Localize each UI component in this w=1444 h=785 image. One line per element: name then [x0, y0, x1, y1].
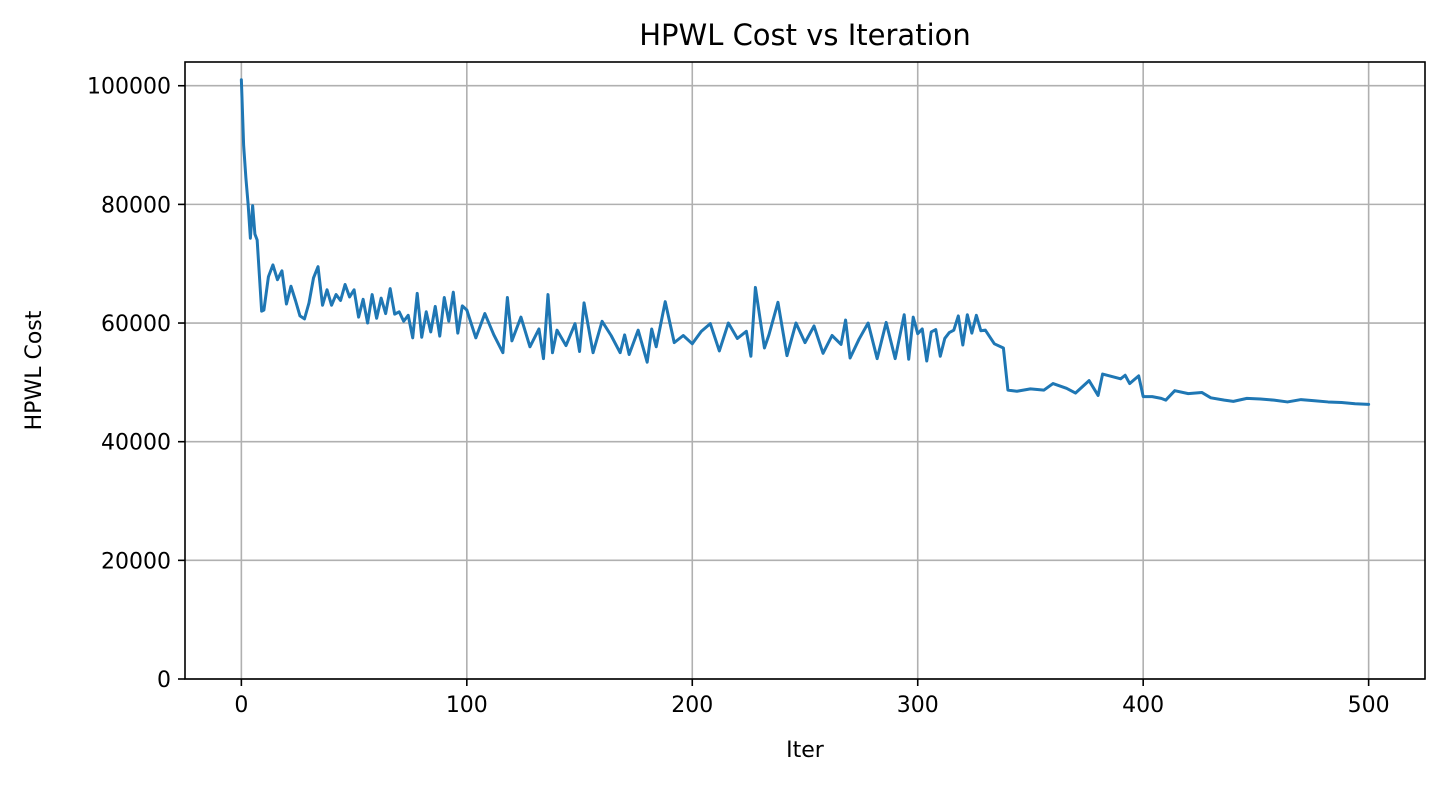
- y-tick-label: 100000: [87, 75, 171, 100]
- x-axis-label: Iter: [786, 738, 825, 763]
- y-tick-label: 40000: [101, 431, 171, 456]
- axes-frame: [184, 61, 1426, 680]
- y-tick-label: 20000: [101, 549, 171, 574]
- chart-title: HPWL Cost vs Iteration: [639, 18, 971, 52]
- series-layer: [239, 78, 1371, 406]
- series-line: [239, 78, 1371, 406]
- x-tick-label: 200: [671, 693, 713, 718]
- y-axis-label: HPWL Cost: [22, 310, 47, 430]
- y-tick-label: 80000: [101, 193, 171, 218]
- y-tick-label: 0: [157, 668, 171, 693]
- ticks: 0 100 200 300 400 500 0 20000 40000 60000 80000 100…: [87, 75, 1390, 718]
- x-tick-label: 0: [234, 693, 248, 718]
- x-tick-label: 500: [1348, 693, 1390, 718]
- x-tick-label: 400: [1122, 693, 1164, 718]
- x-tick-label: 100: [446, 693, 488, 718]
- y-tick-label: 60000: [101, 312, 171, 337]
- x-tick-label: 300: [897, 693, 939, 718]
